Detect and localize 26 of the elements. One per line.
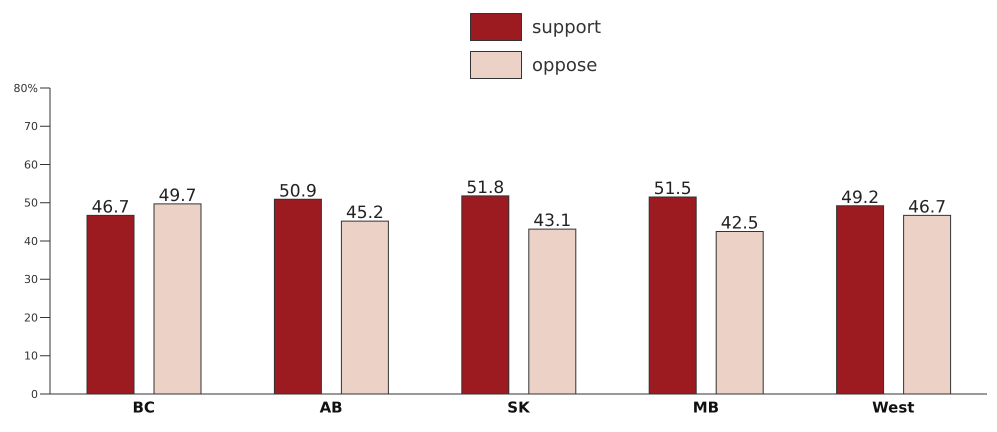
data-label: 51.8 [466,178,504,198]
data-label: 51.5 [654,179,692,200]
data-label: 45.2 [346,203,384,224]
y-tick-label: 60 [24,158,38,172]
y-tick-label: 0 [31,388,38,401]
y-tick-label: 70 [24,120,38,134]
y-tick-label: 20 [24,311,38,324]
legend-label: oppose [532,54,598,76]
data-label: 42.5 [720,213,759,234]
y-tick-label: 80% [14,82,38,95]
data-label: 49.7 [158,186,196,206]
data-label: 50.9 [278,181,317,202]
y-tick-label: 30 [24,273,38,286]
y-tick-label: 10 [24,350,38,363]
data-label: 49.2 [841,188,880,208]
x-tick-label: BC [132,398,155,417]
legend-label: support [532,16,602,38]
y-tick-label: 50 [24,196,38,210]
x-tick-label: SK [507,398,532,417]
data-label: 46.7 [908,197,946,218]
data-label: 43.1 [533,211,572,232]
data-label: 46.7 [92,197,130,218]
x-tick-label: West [872,398,914,417]
x-tick-label: AB [320,398,343,417]
y-tick-label: 40 [24,234,38,248]
x-tick-label: MB [692,398,720,417]
